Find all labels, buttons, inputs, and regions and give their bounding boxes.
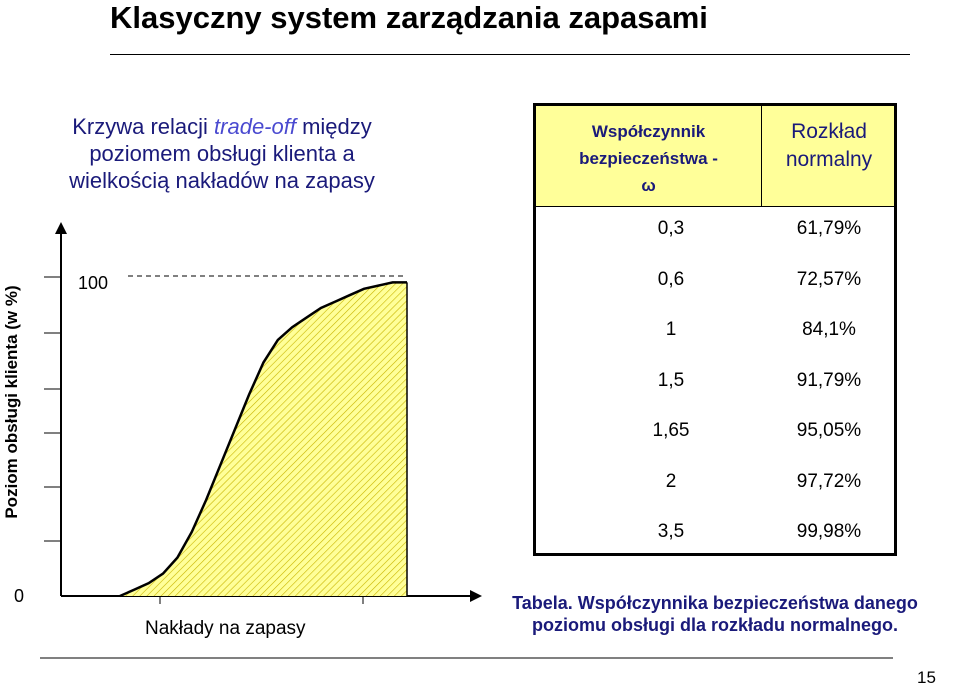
subtitle-line-3: wielkością nakładów na zapasy	[69, 168, 375, 193]
header-col-safety-factor: Współczynnik bezpieczeństwa - ω	[536, 118, 761, 199]
table-cell-value: 97,72%	[796, 470, 862, 492]
table-cell-omega: 0,3	[657, 218, 685, 239]
table-cell-omega: 1,5	[657, 369, 685, 391]
header-col2-line1: Rozkład	[791, 120, 867, 143]
table-cell-value: 72,57%	[796, 268, 862, 290]
table-row: 1 84,1%	[536, 307, 894, 357]
header-col1-line1: Współczynnik	[591, 122, 706, 141]
header-divider	[761, 106, 762, 206]
table-cell-omega: 0,6	[657, 268, 685, 290]
subtitle-line-2: poziomem obsługi klienta a	[89, 141, 355, 166]
caption-line-2: poziomu obsługi dla rozkładu normalnego.	[531, 615, 898, 635]
table-cell-value: 91,79%	[796, 369, 862, 391]
table-row: 1,5 91,79%	[536, 358, 894, 408]
table-row: 3,5 99,98%	[536, 509, 894, 559]
table-cell-value: 99,98%	[796, 521, 862, 542]
table-cell-value: 84,1%	[802, 319, 856, 340]
title-divider	[110, 54, 910, 55]
x-axis-label: Nakłady na zapasy	[145, 618, 306, 639]
header-col-normal-distribution: Rozkład normalny	[761, 118, 897, 174]
y-axis-arrow	[55, 222, 67, 234]
area-fill	[120, 282, 407, 596]
table-cell-omega: 2	[665, 470, 677, 492]
subtitle-line-1: Krzywa relacji trade-off między	[0, 113, 444, 140]
subtitle-line-1-pre: Krzywa relacji	[72, 114, 215, 139]
table-cell-value: 61,79%	[796, 218, 862, 239]
table-caption: Tabela. Współczynnika bezpieczeństwa dan…	[470, 592, 960, 636]
table-row: 1,65 95,05%	[536, 408, 894, 458]
header-col1-line2: bezpieczeństwa -	[579, 149, 718, 168]
table-row: 0,6 72,57%	[536, 257, 894, 307]
subtitle-emphasis: trade-off	[214, 114, 296, 139]
caption-line-1: Tabela. Współczynnika bezpieczeństwa dan…	[512, 593, 918, 613]
page-number: 15	[917, 668, 936, 687]
table-header: Współczynnik bezpieczeństwa - ω Rozkład …	[536, 106, 894, 207]
x-axis-arrow	[470, 590, 482, 602]
page-title: Klasyczny system zarządzania zapasami	[110, 0, 708, 35]
header-col2-line2: normalny	[785, 148, 873, 171]
table-row: 2 97,72%	[536, 459, 894, 509]
series-line	[119, 281, 407, 598]
subtitle-line-1-post: między	[295, 114, 372, 139]
chart-subtitle: Krzywa relacji trade-off między poziomem…	[0, 113, 444, 194]
table-cell-omega: 1	[665, 319, 677, 340]
header-col1-line3: ω	[641, 176, 656, 195]
table-cell-value: 95,05%	[796, 420, 862, 441]
table-cell-omega: 1,65	[652, 420, 690, 441]
table-cell-omega: 3,5	[657, 521, 685, 542]
y-tick-label-0: 0	[14, 586, 24, 606]
table-row: 0,3 61,79%	[536, 206, 894, 256]
y-tick-label-100: 100	[78, 273, 108, 293]
safety-factor-table: Współczynnik bezpieczeństwa - ω Rozkład …	[533, 103, 897, 556]
